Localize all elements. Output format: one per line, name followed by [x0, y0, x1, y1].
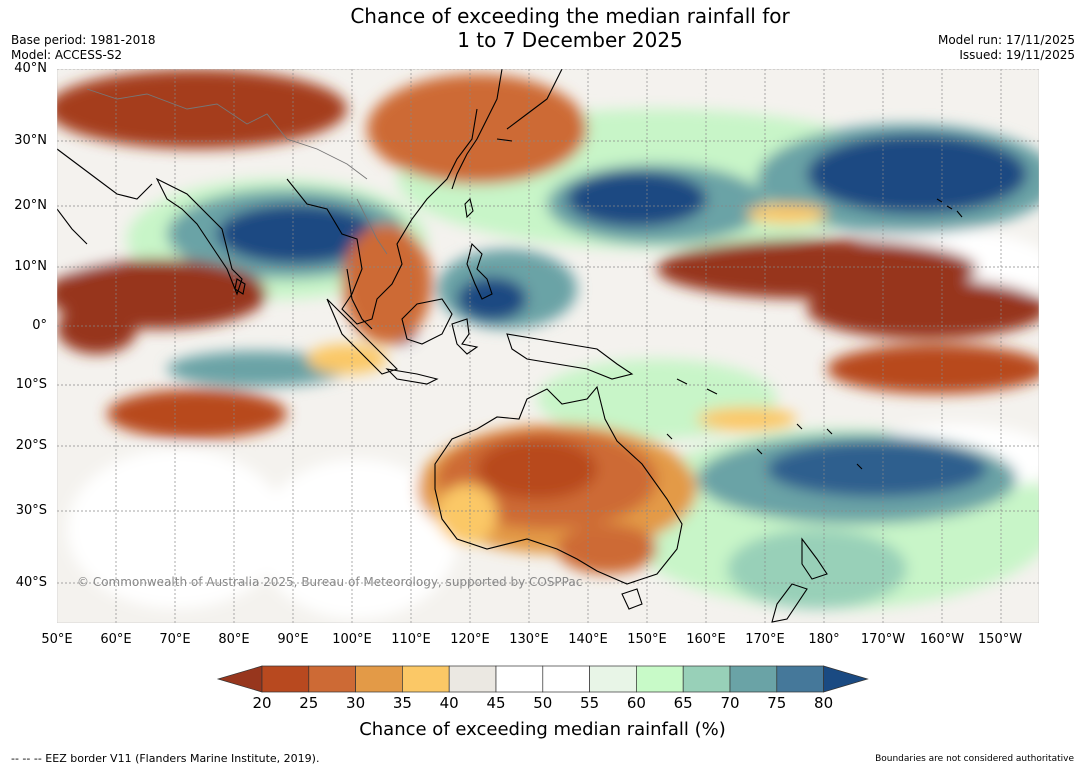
country-borders	[86, 88, 388, 255]
model-name: Model: ACCESS-S2	[11, 48, 123, 62]
lon-label: 170°E	[745, 632, 785, 647]
colorbar-cell	[682, 665, 731, 693]
sri-lanka-coast	[234, 278, 246, 295]
colorbar-tick-label: 30	[346, 694, 366, 712]
lon-label: 150°E	[627, 632, 667, 647]
colorbar-extend-high	[823, 665, 869, 693]
colorbar-cell	[448, 665, 497, 693]
lat-label: 40°S	[15, 575, 47, 590]
philippines-coast	[466, 242, 493, 300]
lon-label: 60°E	[100, 632, 132, 647]
lat-label: 20°N	[14, 198, 47, 213]
map-title: Chance of exceeding the median rainfall …	[0, 4, 1085, 52]
colorbar-cell	[308, 665, 356, 693]
borneo-coast	[401, 298, 453, 345]
lon-label: 120°E	[450, 632, 490, 647]
java-coast	[385, 368, 439, 385]
taiwan-coast	[464, 197, 474, 219]
colorbar-tick-label: 55	[580, 694, 600, 712]
colorbar-tick-label: 35	[392, 694, 412, 712]
lon-label: 90°E	[277, 632, 309, 647]
colorbar-label: Chance of exceeding median rainfall (%)	[359, 719, 726, 740]
china-coast	[451, 69, 503, 190]
lon-label: 170°W	[860, 632, 906, 647]
colorbar-cell	[542, 665, 590, 693]
australia-coast	[434, 385, 683, 585]
colorbar	[216, 665, 869, 693]
lon-label: 70°E	[159, 632, 191, 647]
lat-label: 20°S	[15, 438, 47, 453]
lon-label: 160°W	[919, 632, 965, 647]
colorbar-cell	[261, 665, 310, 693]
base-period: Base period: 1981-2018	[11, 33, 156, 47]
sumatra-coast	[326, 298, 399, 375]
lon-label: 100°E	[332, 632, 372, 647]
meta-left: Base period: 1981-2018 Model: ACCESS-S2	[11, 33, 156, 63]
meta-right: Model run: 17/11/2025 Issued: 19/11/2025	[938, 33, 1075, 63]
lat-label: 10°S	[15, 377, 47, 392]
rainfall-map	[57, 69, 1039, 623]
new-guinea-coast	[506, 333, 634, 380]
lat-label: 40°N	[14, 61, 47, 76]
colorbar-tick-label: 60	[626, 694, 646, 712]
colorbar-tick-label: 65	[673, 694, 693, 712]
lat-label: 30°S	[15, 503, 47, 518]
boundaries-disclaimer: Boundaries are not considered authoritat…	[875, 754, 1074, 764]
title-line-2: 1 to 7 December 2025	[457, 28, 683, 52]
colorbar-tick-label: 75	[767, 694, 787, 712]
colorbar-cell	[776, 665, 824, 693]
lon-label: 150°W	[977, 632, 1023, 647]
title-line-1: Chance of exceeding the median rainfall …	[350, 4, 790, 28]
arabia-coast	[57, 148, 153, 245]
colorbar-cell	[355, 665, 403, 693]
tasmania-coast	[621, 588, 643, 610]
rainfall-field	[57, 69, 1039, 619]
coastlines	[57, 69, 963, 623]
eez-legend: -- -- -- EEZ border V11 (Flanders Marine…	[11, 752, 320, 765]
lon-label: 130°E	[509, 632, 549, 647]
colorbar-tick-label: 20	[252, 694, 272, 712]
model-run: Model run: 17/11/2025	[937, 33, 1075, 47]
colorbar-cell	[636, 665, 684, 693]
pacific-islands	[666, 378, 863, 470]
se-asia-coast	[286, 108, 478, 325]
japan-coast	[496, 69, 563, 142]
lon-label: 140°E	[568, 632, 608, 647]
colorbar-cell	[589, 665, 637, 693]
lon-label: 80°E	[218, 632, 250, 647]
lat-label: 30°N	[14, 133, 47, 148]
hawaii-coast	[936, 198, 963, 218]
lon-label: 180°	[808, 632, 840, 647]
colorbar-cell	[729, 665, 778, 693]
colorbar-tick-label: 70	[720, 694, 740, 712]
colorbar-cell	[495, 665, 544, 693]
lon-label: 160°E	[686, 632, 726, 647]
new-zealand-coast	[771, 537, 828, 623]
lat-label: 10°N	[14, 259, 47, 274]
colorbar-tick-label: 40	[439, 694, 459, 712]
copyright-notice: © Commonwealth of Australia 2025, Bureau…	[77, 575, 583, 589]
colorbar-tick-label: 25	[299, 694, 319, 712]
sulawesi-coast	[451, 318, 479, 355]
india-coast	[155, 177, 243, 296]
lat-label: 0°	[32, 318, 47, 333]
graticule	[57, 69, 1039, 623]
colorbar-tick-label: 50	[533, 694, 553, 712]
issued-date: Issued: 19/11/2025	[959, 48, 1075, 62]
colorbar-cell	[402, 665, 450, 693]
lon-label: 50°E	[41, 632, 73, 647]
lon-label: 110°E	[391, 632, 431, 647]
malay-peninsula-coast	[346, 268, 373, 330]
colorbar-tick-label: 45	[486, 694, 506, 712]
colorbar-tick-label: 80	[814, 694, 834, 712]
colorbar-extend-low	[216, 665, 263, 693]
